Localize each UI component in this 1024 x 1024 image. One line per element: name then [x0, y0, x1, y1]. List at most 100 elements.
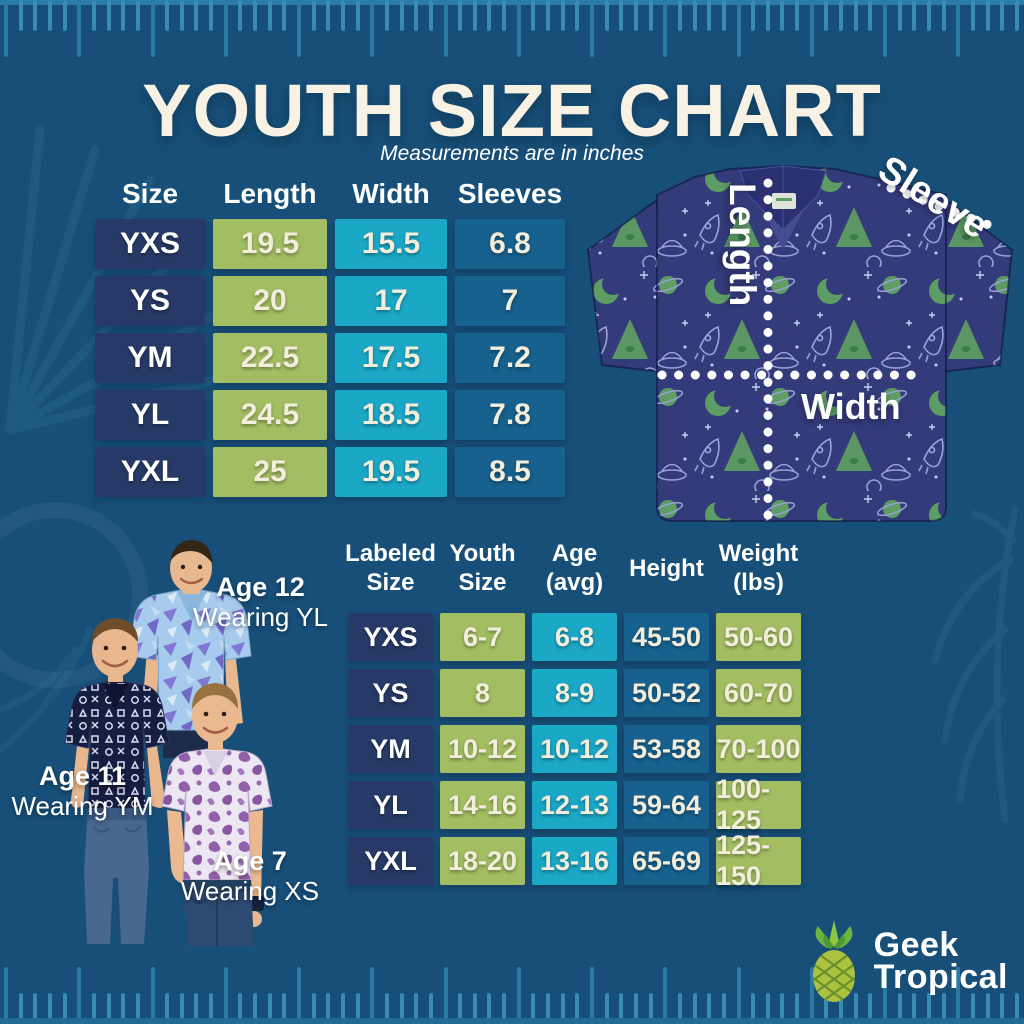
ruler-tick — [282, 993, 287, 1024]
model-photos-illustration — [64, 540, 273, 946]
ruler-tick — [868, 0, 873, 31]
value-cell: 19.5 — [335, 447, 447, 497]
value-cell: 8 — [440, 669, 525, 717]
value-cell: 7.2 — [455, 333, 565, 383]
ruler-tick — [443, 0, 448, 57]
model-age-11 — [64, 618, 170, 944]
ruler-tick — [62, 0, 67, 31]
value-cell: 100-125 — [716, 774, 801, 835]
ruler-tick — [985, 993, 990, 1024]
ruler-tick — [47, 0, 52, 31]
ruler-tick — [121, 993, 126, 1024]
model-age: Age 11 — [38, 761, 127, 791]
ruler-tick — [458, 0, 463, 31]
column-header: Height — [629, 554, 704, 582]
value-cell: 10-12 — [532, 725, 617, 773]
model-photos — [25, 538, 345, 948]
ruler-tick — [707, 993, 712, 1024]
ruler-tick — [18, 0, 23, 31]
ruler-tick — [194, 0, 199, 31]
ruler-tick — [795, 0, 800, 31]
ruler-tick — [428, 993, 433, 1024]
ruler-tick — [956, 967, 961, 1024]
column-header: Length — [223, 178, 317, 210]
value-cell: 17.5 — [335, 333, 447, 383]
ruler-tick — [516, 967, 521, 1024]
ruler-tick — [77, 0, 82, 57]
ruler-tick — [165, 0, 170, 31]
ruler-tick — [677, 0, 682, 31]
model-caption-age-7: Age 7 Wearing XS — [170, 846, 330, 907]
column-header: Sleeves — [457, 178, 563, 210]
ruler-tick — [399, 0, 404, 31]
ruler-tick — [619, 0, 624, 31]
ruler-tick — [839, 993, 844, 1024]
value-cell: 18.5 — [335, 390, 447, 440]
value-cell: 50-52 — [624, 669, 709, 717]
ruler-bottom — [0, 962, 1024, 1024]
ruler-tick — [340, 993, 345, 1024]
value-cell: 12-13 — [532, 781, 617, 829]
ruler-tick — [1014, 0, 1019, 31]
ruler-tick — [194, 993, 199, 1024]
ruler-tick — [853, 0, 858, 31]
ruler-tick — [765, 0, 770, 31]
size-cell: YS — [348, 669, 433, 717]
ruler-tick — [824, 0, 829, 31]
value-cell: 125-150 — [716, 830, 801, 891]
value-cell: 53-58 — [624, 725, 709, 773]
size-cell: YS — [95, 276, 205, 326]
value-cell: 7 — [455, 276, 565, 326]
ruler-tick — [165, 993, 170, 1024]
size-cell: YXS — [95, 219, 205, 269]
ruler-tick — [868, 993, 873, 1024]
ruler-tick — [179, 993, 184, 1024]
ruler-tick — [633, 0, 638, 31]
brand-name: Geek Tropical — [873, 928, 1008, 996]
ruler-tick — [384, 993, 389, 1024]
model-wearing: Wearing YL — [193, 602, 328, 633]
ruler-tick — [326, 993, 331, 1024]
column-header: Weight (lbs) — [718, 540, 799, 596]
brand-name-line2: Tropical — [873, 958, 1008, 996]
ruler-tick — [18, 993, 23, 1024]
ruler-tick — [531, 993, 536, 1024]
width-label: Width — [801, 386, 901, 427]
value-cell: 20 — [213, 276, 327, 326]
pineapple-icon — [812, 920, 855, 1002]
ruler-tick — [663, 0, 668, 57]
ruler-tick — [62, 993, 67, 1024]
ruler-tick — [590, 967, 594, 1024]
ruler-tick — [648, 0, 653, 31]
ruler-tick — [472, 993, 477, 1024]
size-cell: YL — [348, 781, 433, 829]
page-title: YOUTH SIZE CHART — [142, 69, 882, 152]
ruler-tick — [209, 993, 214, 1024]
value-cell: 18-20 — [440, 837, 525, 885]
pineapple-leaves — [815, 920, 853, 949]
ruler-tick — [47, 993, 52, 1024]
ruler-tick — [33, 993, 38, 1024]
value-cell: 19.5 — [213, 219, 327, 269]
model-wearing: Wearing XS — [180, 876, 320, 907]
value-cell: 8.5 — [455, 447, 565, 497]
ruler-tick — [77, 967, 82, 1024]
ruler-tick — [604, 0, 609, 31]
ruler-tick — [399, 993, 404, 1024]
ruler-tick — [809, 967, 814, 1024]
ruler-tick — [692, 0, 697, 31]
value-cell: 50-60 — [716, 613, 801, 661]
ruler-tick — [663, 967, 668, 1024]
value-cell: 15.5 — [335, 219, 447, 269]
ruler-tick — [809, 0, 814, 57]
ruler-tick — [970, 993, 975, 1024]
ruler-tick — [428, 0, 433, 31]
model-age: Age 12 — [216, 572, 305, 602]
ruler-tick — [355, 993, 360, 1024]
size-cell: YXS — [348, 613, 433, 661]
ruler-tick — [135, 0, 140, 31]
ruler-tick — [297, 967, 301, 1024]
ruler-tick — [516, 0, 521, 57]
model-wearing: Wearing YM — [11, 791, 154, 822]
ruler-tick — [355, 0, 360, 31]
